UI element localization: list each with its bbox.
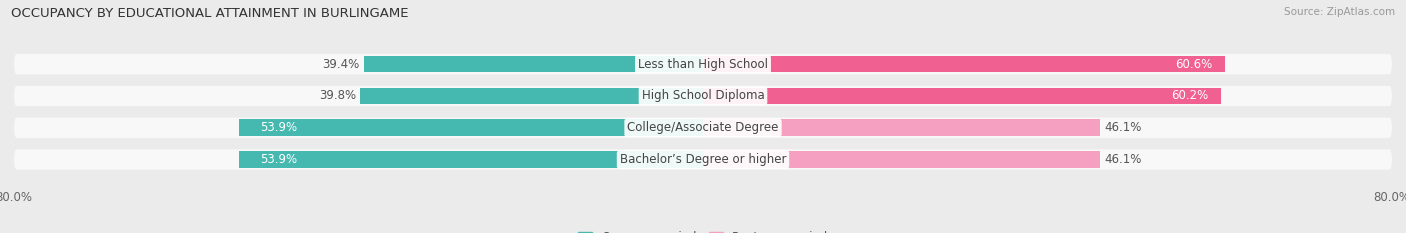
Text: 60.2%: 60.2% (1171, 89, 1209, 103)
Bar (364, 56, 703, 72)
FancyBboxPatch shape (14, 118, 1392, 138)
FancyBboxPatch shape (14, 54, 1392, 74)
Bar (703, 120, 1099, 136)
Text: College/Associate Degree: College/Associate Degree (627, 121, 779, 134)
FancyBboxPatch shape (14, 149, 1392, 170)
Text: Source: ZipAtlas.com: Source: ZipAtlas.com (1284, 7, 1395, 17)
Text: 46.1%: 46.1% (1104, 121, 1142, 134)
Bar (703, 88, 1222, 104)
Bar (239, 120, 703, 136)
Text: 39.8%: 39.8% (319, 89, 356, 103)
Text: 53.9%: 53.9% (260, 121, 298, 134)
Text: 53.9%: 53.9% (260, 153, 298, 166)
Text: OCCUPANCY BY EDUCATIONAL ATTAINMENT IN BURLINGAME: OCCUPANCY BY EDUCATIONAL ATTAINMENT IN B… (11, 7, 409, 20)
Bar (239, 151, 703, 168)
Bar (703, 56, 1225, 72)
Text: Bachelor’s Degree or higher: Bachelor’s Degree or higher (620, 153, 786, 166)
Text: High School Diploma: High School Diploma (641, 89, 765, 103)
Text: 46.1%: 46.1% (1104, 153, 1142, 166)
Text: 60.6%: 60.6% (1174, 58, 1212, 71)
Text: 39.4%: 39.4% (322, 58, 360, 71)
Text: Less than High School: Less than High School (638, 58, 768, 71)
Bar (703, 151, 1099, 168)
Bar (360, 88, 703, 104)
FancyBboxPatch shape (14, 86, 1392, 106)
Legend: Owner-occupied, Renter-occupied: Owner-occupied, Renter-occupied (572, 226, 834, 233)
